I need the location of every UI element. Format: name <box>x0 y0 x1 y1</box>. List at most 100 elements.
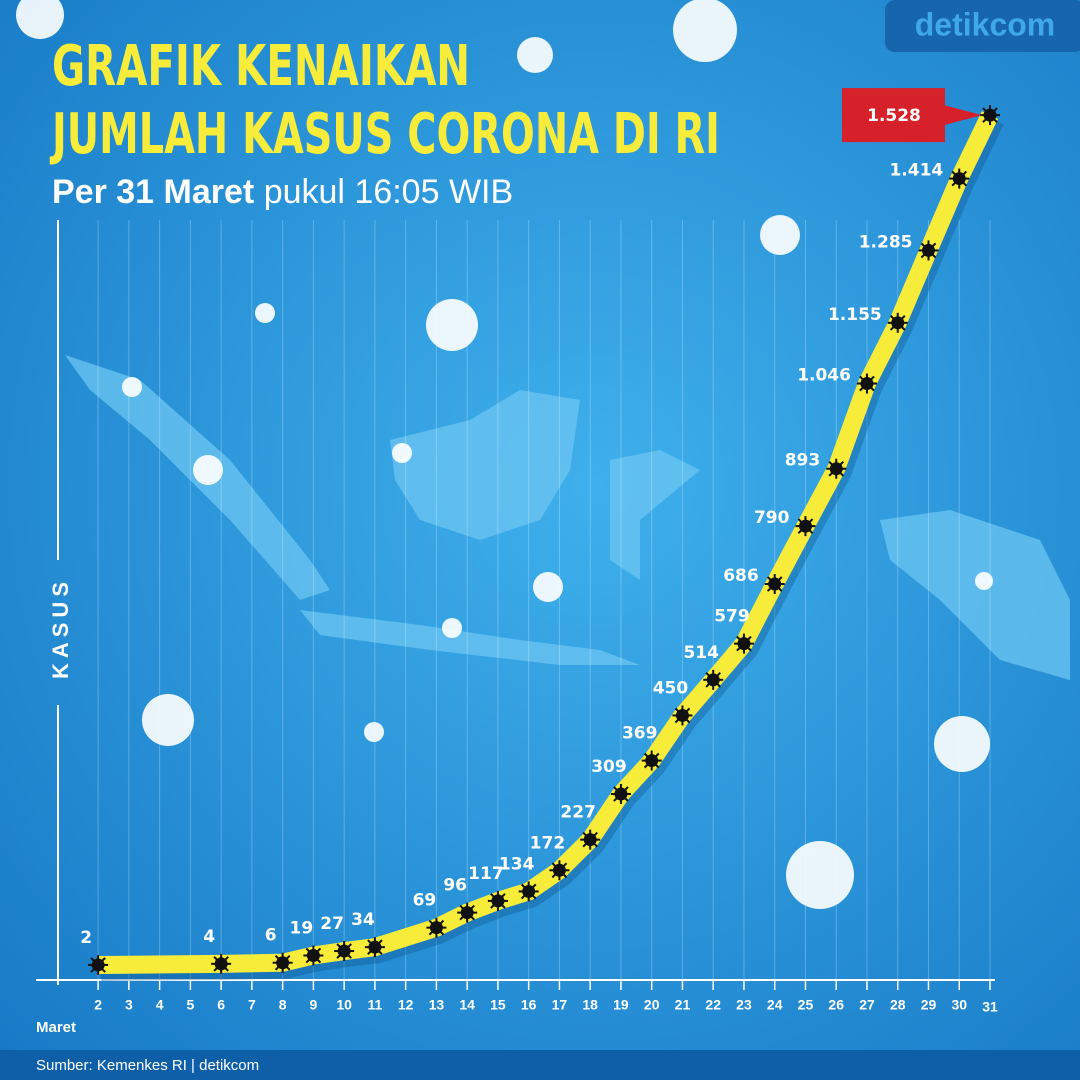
point <box>487 890 508 911</box>
point-body <box>460 906 474 920</box>
x-tick-label: 9 <box>309 997 317 1013</box>
x-tick-label: 21 <box>675 997 691 1013</box>
value-label: 27 <box>320 914 344 934</box>
value-label: 172 <box>530 833 566 853</box>
value-label: 450 <box>653 678 689 698</box>
value-label: 1.285 <box>859 232 913 252</box>
point <box>272 952 293 973</box>
point-body <box>921 243 935 257</box>
point <box>949 168 970 189</box>
point <box>88 954 109 975</box>
point-body <box>829 462 843 476</box>
x-tick-label: 30 <box>951 997 967 1013</box>
value-label: 1.528 <box>867 106 921 126</box>
source: Sumber: Kemenkes RI | detikcom <box>36 1057 259 1074</box>
value-label: 514 <box>683 643 719 663</box>
subtitle-rest: pukul 16:05 WIB <box>264 173 513 211</box>
point <box>764 574 785 595</box>
x-tick-label: 23 <box>736 997 752 1013</box>
point-body <box>614 787 628 801</box>
value-label: 309 <box>591 757 627 777</box>
point <box>826 458 847 479</box>
point <box>518 881 539 902</box>
point-body <box>429 921 443 935</box>
value-label: 893 <box>785 451 821 471</box>
point-body <box>983 108 997 122</box>
y-axis-label: KASUS <box>48 577 73 679</box>
x-tick-label: 6 <box>217 997 225 1013</box>
point <box>610 783 631 804</box>
point-body <box>675 708 689 722</box>
x-tick-label: 7 <box>248 997 256 1013</box>
subtitle: Per 31 Maret pukul 16:05 WIB <box>52 173 513 211</box>
highlight-box <box>842 88 945 143</box>
value-label: 369 <box>622 724 658 744</box>
point <box>334 941 355 962</box>
point <box>364 937 385 958</box>
point <box>856 373 877 394</box>
value-label: 96 <box>443 876 467 896</box>
x-tick-label: 18 <box>582 997 598 1013</box>
point <box>733 633 754 654</box>
point <box>918 240 939 261</box>
logo: detikcom <box>915 6 1055 42</box>
point-body <box>214 957 228 971</box>
value-label: 2 <box>80 928 92 948</box>
value-label: 117 <box>468 864 504 884</box>
point-body <box>91 958 105 972</box>
x-tick-label: 26 <box>828 997 844 1013</box>
x-axis-label: Maret <box>36 1019 76 1036</box>
point <box>980 105 1000 126</box>
x-tick-label: 22 <box>705 997 721 1013</box>
x-tick-label: 17 <box>552 997 568 1013</box>
point-body <box>583 833 597 847</box>
point-body <box>337 944 351 958</box>
point-body <box>491 894 505 908</box>
x-tick-label: 19 <box>613 997 629 1013</box>
x-tick-label: 14 <box>459 997 475 1013</box>
logo-box <box>885 0 1080 52</box>
value-label: 1.046 <box>797 366 851 386</box>
value-label: 1.155 <box>828 305 882 325</box>
x-tick-label: 31 <box>982 999 998 1015</box>
chart-title: GRAFIK KENAIKAN <box>52 34 470 99</box>
point <box>887 312 908 333</box>
x-tick-label: 10 <box>336 997 352 1013</box>
point-body <box>891 316 905 330</box>
point-body <box>737 637 751 651</box>
virus-decor <box>16 0 993 909</box>
point <box>580 829 601 850</box>
point-body <box>952 172 966 186</box>
value-label: 6 <box>265 926 277 946</box>
value-label: 579 <box>714 607 750 627</box>
x-tick-label: 12 <box>398 997 414 1013</box>
point-body <box>706 673 720 687</box>
footer <box>0 1050 1080 1080</box>
point <box>426 917 447 938</box>
value-label: 686 <box>723 566 759 586</box>
point-body <box>552 863 566 877</box>
point <box>641 750 662 771</box>
x-tick-label: 25 <box>798 997 814 1013</box>
point <box>211 953 232 974</box>
x-tick-label: 24 <box>767 997 783 1013</box>
x-tick-label: 8 <box>279 997 287 1013</box>
x-tick-label: 2 <box>94 997 102 1013</box>
value-label: 69 <box>413 891 437 911</box>
x-tick-label: 4 <box>156 997 164 1013</box>
point-body <box>860 377 874 391</box>
value-label: 4 <box>203 927 215 947</box>
x-tick-label: 20 <box>644 997 660 1013</box>
subtitle-bold: Per 31 Maret <box>52 173 254 211</box>
point <box>303 945 324 966</box>
point-body <box>768 577 782 591</box>
point-body <box>522 884 536 898</box>
x-tick-label: 28 <box>890 997 906 1013</box>
x-tick-label: 13 <box>429 997 445 1013</box>
point-body <box>645 754 659 768</box>
x-tick-label: 3 <box>125 997 133 1013</box>
point <box>703 669 724 690</box>
x-tick-label: 27 <box>859 997 875 1013</box>
chart-title: JUMLAH KASUS CORONA DI RI <box>49 102 720 167</box>
